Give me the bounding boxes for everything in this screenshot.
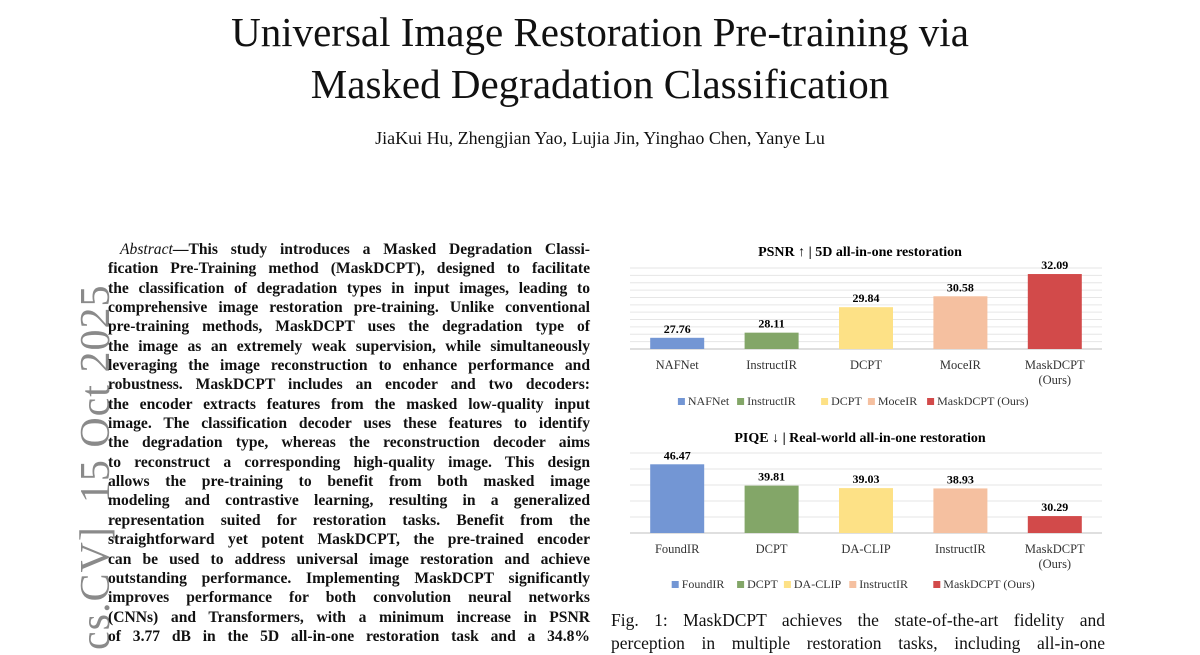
- data-label: 27.76: [664, 322, 691, 336]
- bar: [744, 332, 799, 349]
- category-label: DCPT: [756, 542, 788, 556]
- data-label: 29.84: [853, 291, 880, 305]
- category-label: InstructIR: [935, 542, 986, 556]
- abstract-line: (CNNs) and Transformers, with a minimum …: [108, 608, 590, 626]
- abstract-line: outstanding performance. Implementing Ma…: [108, 569, 590, 587]
- category-label: MaskDCPT (Ours): [1025, 542, 1085, 571]
- bar: [744, 485, 799, 533]
- psnr-chart: PSNR ↑ | 5D all-in-one restoration 27.76 N…: [630, 245, 1102, 408]
- abstract-line: fication Pre-Training method (MaskDCPT),…: [108, 260, 590, 278]
- legend-swatch: [867, 398, 875, 405]
- data-label: 38.93: [947, 472, 974, 486]
- legend-label: MoceIR: [878, 394, 917, 408]
- legend-label: InstructIR: [747, 394, 796, 408]
- bar: [933, 488, 988, 533]
- abstract-line: allows the pre-training to benefit from …: [108, 473, 590, 491]
- bar: [1027, 516, 1082, 533]
- legend-swatch: [737, 581, 745, 588]
- abstract-line: Abstract—This study introduces a Masked …: [108, 240, 590, 259]
- data-label: 39.81: [758, 470, 785, 484]
- figure-caption: Fig. 1: MaskDCPT achieves the state-of-t…: [611, 609, 1105, 655]
- legend-swatch: [927, 398, 935, 405]
- caption-line: perception in multiple restoration tasks…: [611, 633, 1105, 653]
- legend-swatch: [933, 581, 941, 588]
- abstract-line: the image as an extremely weak supervisi…: [108, 337, 590, 355]
- abstract-line: image. The classification decoder uses t…: [108, 415, 590, 433]
- chart-title: PIQE ↓ | Real-world all-in-one restorati…: [734, 431, 986, 446]
- abstract-line: robustness. MaskDCPT includes an encoder…: [108, 376, 590, 394]
- legend-label: NAFNet: [688, 394, 730, 408]
- abstract-line: can be used to address universal image r…: [108, 550, 590, 568]
- data-label: 39.03: [853, 472, 880, 486]
- abstract-line: to reconstruct a corresponding high-qual…: [108, 453, 590, 471]
- title-line: Masked Degradation Classification: [310, 61, 890, 107]
- category-label: InstructIR: [746, 358, 797, 372]
- bar: [839, 307, 893, 349]
- title-line: Universal Image Restoration Pre-training…: [231, 9, 969, 55]
- legend-swatch: [737, 398, 745, 405]
- legend-swatch: [671, 581, 679, 588]
- abstract-line: of 3.77 dB in the 5D all-in-one restorat…: [108, 627, 590, 645]
- bar: [839, 488, 893, 533]
- chart-title: PSNR ↑ | 5D all-in-one restoration: [758, 245, 962, 260]
- abstract-label: Abstract: [120, 241, 173, 258]
- legend-label: MaskDCPT (Ours): [937, 394, 1028, 408]
- bar: [650, 464, 705, 533]
- data-label: 30.29: [1041, 500, 1068, 514]
- bar: [933, 296, 988, 349]
- abstract-line: representation suited for restoration ta…: [108, 511, 590, 529]
- legend-label: DCPT: [831, 394, 862, 408]
- data-label: 46.47: [664, 448, 691, 462]
- caption-line: Fig. 1: MaskDCPT achieves the state-of-t…: [611, 610, 1105, 630]
- abstract-line: leveraging the image reconstruction to e…: [108, 357, 590, 375]
- abstract-line: modeling and contrastive learning, resul…: [108, 492, 590, 510]
- abstract-line: pre-training methods, MaskDCPT uses the …: [108, 318, 590, 336]
- piqe-chart: PIQE ↓ | Real-world all-in-one restorati…: [630, 431, 1102, 591]
- category-label: MaskDCPT (Ours): [1025, 358, 1085, 387]
- abstract-text: —This study introduces a Masked Degradat…: [172, 241, 590, 258]
- abstract-line: the classification of degradation types …: [108, 279, 590, 297]
- category-label: DCPT: [850, 358, 882, 372]
- legend-label: InstructIR: [859, 577, 908, 591]
- category-label: MoceIR: [940, 358, 982, 372]
- authors: JiaKui Hu, Zhengjian Yao, Lujia Jin, Yin…: [375, 128, 825, 148]
- category-label: DA-CLIP: [841, 542, 890, 556]
- legend-swatch: [783, 581, 791, 588]
- bar: [650, 337, 705, 349]
- abstract-line: the encoder extracts features from the m…: [108, 395, 590, 413]
- abstract-line: comprehensive image restoration pre-trai…: [108, 299, 590, 317]
- legend-label: DCPT: [747, 577, 778, 591]
- data-label: 32.09: [1041, 258, 1068, 272]
- data-label: 28.11: [758, 317, 784, 331]
- abstract-line: the degradation type, whereas the recons…: [108, 434, 590, 452]
- abstract-line: improves performance for both convolutio…: [108, 589, 590, 607]
- legend-label: DA-CLIP: [794, 577, 842, 591]
- legend-swatch: [821, 398, 829, 405]
- abstract: Abstract—This study introduces a Masked …: [108, 240, 590, 646]
- legend-swatch: [677, 398, 685, 405]
- paper-title: Universal Image Restoration Pre-training…: [0, 6, 1200, 110]
- category-label: NAFNet: [656, 358, 700, 372]
- legend-swatch: [849, 581, 857, 588]
- abstract-line: straightforward yet potent MaskDCPT, the…: [108, 531, 590, 549]
- data-label: 30.58: [947, 280, 974, 294]
- category-label: FoundIR: [655, 542, 700, 556]
- legend-label: MaskDCPT (Ours): [943, 577, 1034, 591]
- legend-label: FoundIR: [682, 577, 725, 591]
- bar: [1027, 274, 1082, 349]
